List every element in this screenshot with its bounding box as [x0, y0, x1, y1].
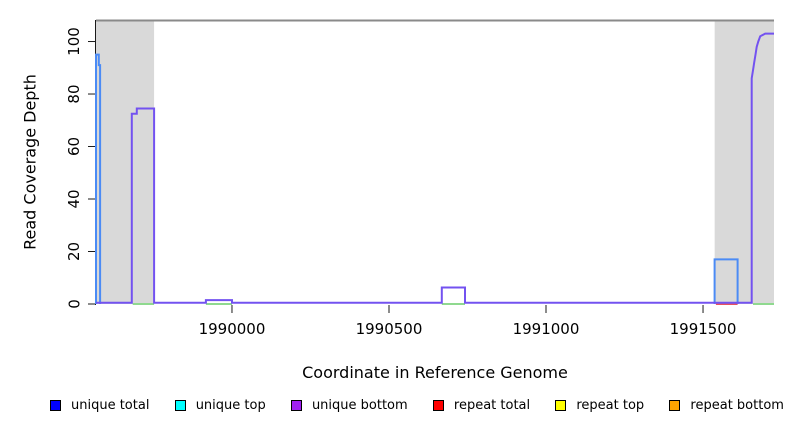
- unique-total-swatch-icon: [50, 400, 61, 411]
- legend-item-unique-bottom: unique bottom: [290, 398, 408, 413]
- legend-item-repeat-bottom: repeat bottom: [669, 398, 784, 413]
- svg-text:1990000: 1990000: [199, 320, 266, 338]
- svg-text:1990500: 1990500: [356, 320, 423, 338]
- legend-label: unique top: [195, 398, 266, 413]
- repeat-total-swatch-icon: [432, 400, 444, 411]
- unique-top-swatch-icon: [174, 400, 186, 411]
- svg-text:1991000: 1991000: [513, 320, 580, 338]
- legend-label: repeat top: [576, 398, 645, 413]
- unique-bottom-swatch-icon: [290, 400, 302, 411]
- legend-label: unique bottom: [311, 398, 408, 413]
- svg-text:0: 0: [65, 299, 83, 309]
- legend-item-repeat-total: repeat total: [432, 398, 531, 413]
- svg-text:100: 100: [65, 27, 83, 56]
- svg-text:20: 20: [65, 242, 83, 261]
- legend-label: repeat bottom: [690, 398, 784, 413]
- legend-item-repeat-top: repeat top: [555, 398, 644, 413]
- svg-text:1991500: 1991500: [670, 320, 737, 338]
- legend: unique total unique top unique bottom re…: [50, 398, 784, 413]
- legend-item-unique-top: unique top: [174, 398, 266, 413]
- svg-text:60: 60: [65, 137, 83, 156]
- y-axis-title: Read Coverage Depth: [20, 74, 40, 250]
- svg-text:40: 40: [65, 189, 83, 208]
- x-axis-title: Coordinate in Reference Genome: [302, 363, 568, 382]
- repeat-bottom-swatch-icon: [669, 400, 681, 411]
- legend-label: repeat total: [453, 398, 531, 413]
- legend-item-unique-total: unique total: [50, 398, 149, 413]
- repeat-top-swatch-icon: [555, 400, 567, 411]
- svg-text:80: 80: [65, 84, 83, 103]
- legend-label: unique total: [71, 398, 150, 413]
